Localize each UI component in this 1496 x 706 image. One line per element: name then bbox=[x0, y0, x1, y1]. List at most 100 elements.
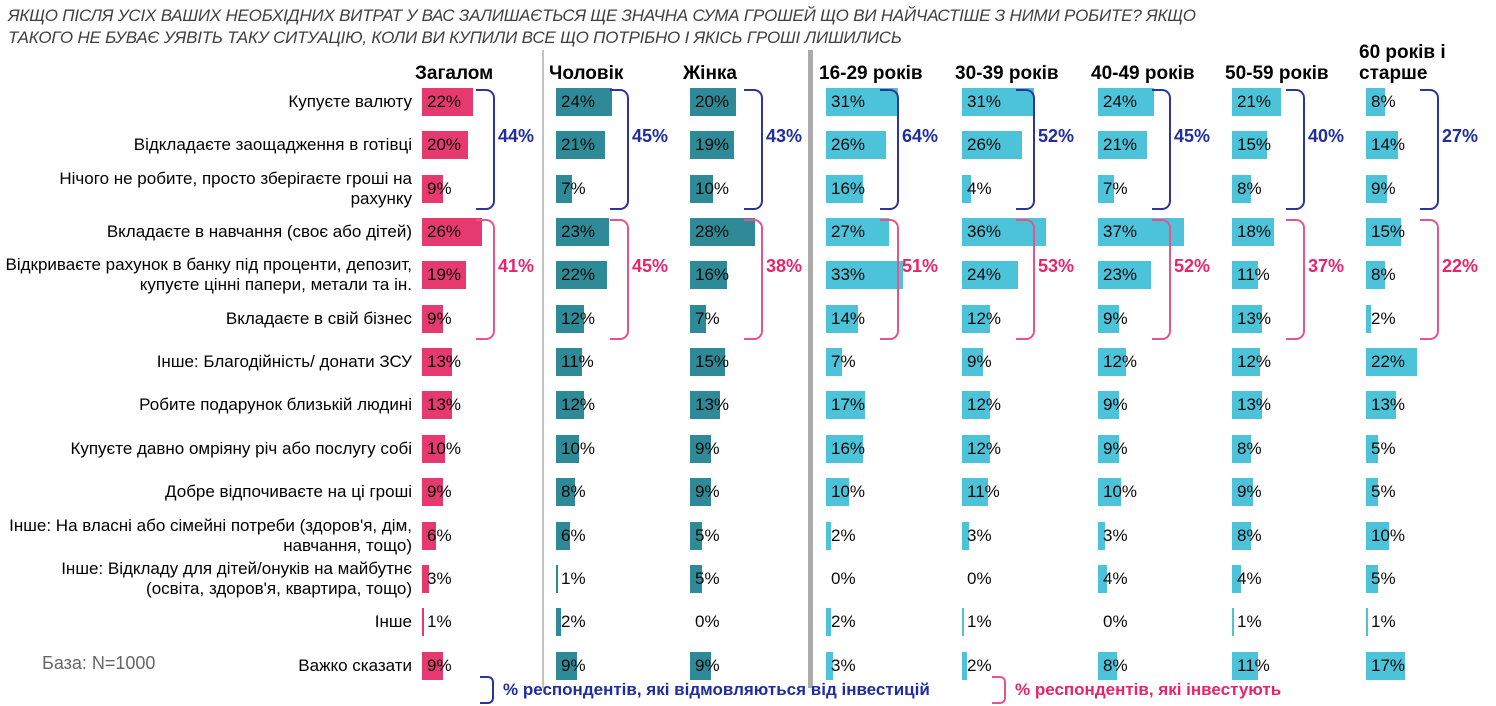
bar bbox=[826, 434, 864, 463]
bar-value-label: 23% bbox=[1103, 265, 1138, 285]
bar bbox=[690, 131, 735, 160]
legend-refuse-label: % респондентів, які відмовляються від ін… bbox=[503, 680, 930, 699]
invest-bracket bbox=[744, 219, 763, 340]
refuse-bracket bbox=[476, 89, 495, 210]
bar bbox=[1098, 564, 1108, 593]
bar bbox=[1232, 651, 1258, 680]
bar-value-label: 13% bbox=[1237, 308, 1272, 328]
bar bbox=[1366, 478, 1378, 507]
category-label: Нічого не робите, просто зберігаєте грош… bbox=[59, 168, 412, 208]
bar-value-label: 13% bbox=[1371, 395, 1406, 415]
bar bbox=[556, 174, 573, 203]
bar-value-label: 0% bbox=[831, 568, 856, 588]
bar-value-label: 22% bbox=[1371, 352, 1406, 372]
bar-value-label: 1% bbox=[561, 568, 586, 588]
bar bbox=[962, 304, 990, 333]
bar bbox=[826, 478, 850, 507]
bar bbox=[556, 608, 561, 637]
bar bbox=[826, 608, 831, 637]
bar-value-label: 21% bbox=[1103, 135, 1138, 155]
bar bbox=[556, 261, 608, 290]
bar bbox=[826, 651, 833, 680]
bar-value-label: 9% bbox=[427, 178, 452, 198]
bar bbox=[690, 261, 728, 290]
chart-title-line-2: ТАКОГО НЕ БУВАЄ УЯВІТЬ ТАКУ СИТУАЦІЮ, КО… bbox=[8, 28, 902, 47]
bar bbox=[1098, 651, 1117, 680]
bar-value-label: 19% bbox=[695, 135, 730, 155]
bar bbox=[1232, 131, 1267, 160]
column-header: 16-29 років bbox=[819, 63, 923, 84]
bar-value-label: 9% bbox=[695, 438, 720, 458]
category-label: Відкриваєте рахунок в банку під проценти… bbox=[5, 255, 413, 295]
separator-age bbox=[808, 50, 813, 688]
bar-value-label: 15% bbox=[695, 352, 730, 372]
bracket-icon bbox=[992, 676, 1006, 704]
bar bbox=[556, 348, 582, 377]
column-header: Чоловік bbox=[549, 63, 624, 84]
bar-value-label: 9% bbox=[967, 352, 992, 372]
bar-value-label: 3% bbox=[831, 655, 856, 675]
bar bbox=[1366, 304, 1371, 333]
bar-value-label: 2% bbox=[831, 612, 856, 632]
bar-value-label: 1% bbox=[427, 612, 452, 632]
bar-value-label: 26% bbox=[427, 222, 462, 242]
bar bbox=[1232, 304, 1263, 333]
column-header: 40-49 років bbox=[1091, 63, 1195, 84]
bar bbox=[826, 261, 903, 290]
bar bbox=[422, 391, 453, 420]
bar bbox=[422, 261, 467, 290]
bar-value-label: 22% bbox=[427, 92, 462, 111]
bar-value-label: 12% bbox=[967, 308, 1002, 328]
bar-value-label: 7% bbox=[561, 178, 586, 198]
bar-value-label: 20% bbox=[695, 92, 730, 111]
bar bbox=[826, 131, 887, 160]
bar bbox=[556, 131, 605, 160]
bar bbox=[826, 174, 864, 203]
bar-value-label: 9% bbox=[1103, 308, 1128, 328]
bar-value-label: 9% bbox=[1237, 482, 1262, 502]
bar bbox=[1366, 564, 1378, 593]
category-label: Важко сказати bbox=[298, 655, 412, 675]
bar bbox=[422, 218, 483, 247]
bar-value-label: 12% bbox=[561, 395, 596, 415]
bar-value-label: 1% bbox=[1371, 612, 1396, 632]
bar bbox=[1232, 218, 1274, 247]
invest-bracket bbox=[1420, 219, 1439, 340]
bar bbox=[690, 478, 711, 507]
bar bbox=[962, 434, 990, 463]
bar-value-label: 2% bbox=[1371, 308, 1396, 328]
bar bbox=[1232, 88, 1281, 116]
bar-value-label: 33% bbox=[831, 265, 866, 285]
bar bbox=[1366, 218, 1401, 247]
bar-value-label: 11% bbox=[967, 482, 1000, 502]
bar bbox=[690, 651, 711, 680]
bar-value-label: 13% bbox=[695, 395, 730, 415]
bar bbox=[1098, 304, 1119, 333]
bar bbox=[422, 131, 469, 160]
bar bbox=[826, 348, 843, 377]
bar-value-label: 10% bbox=[561, 438, 596, 458]
bar-value-label: 5% bbox=[1371, 438, 1396, 458]
bar-value-label: 10% bbox=[695, 178, 730, 198]
bar bbox=[1232, 521, 1251, 550]
bar bbox=[1232, 608, 1235, 637]
bar bbox=[1098, 434, 1119, 463]
bar bbox=[1098, 391, 1119, 420]
bar-value-label: 0% bbox=[1103, 612, 1128, 632]
refuse-bracket-value: 40% bbox=[1308, 126, 1345, 147]
bar-value-label: 10% bbox=[1103, 482, 1138, 502]
refuse-bracket-value: 27% bbox=[1442, 126, 1479, 147]
bar-value-label: 13% bbox=[1237, 395, 1272, 415]
bar-value-label: 4% bbox=[967, 178, 992, 198]
category-label: Купуєте валюту bbox=[288, 92, 412, 111]
bar-value-label: 7% bbox=[1103, 178, 1128, 198]
bar bbox=[1366, 434, 1378, 463]
bar-value-label: 10% bbox=[427, 438, 462, 458]
refuse-bracket-value: 64% bbox=[902, 126, 939, 147]
bar bbox=[690, 304, 707, 333]
bar-value-label: 17% bbox=[1371, 655, 1406, 675]
bar bbox=[556, 651, 577, 680]
invest-bracket-value: 45% bbox=[632, 256, 669, 277]
bar bbox=[1366, 391, 1397, 420]
